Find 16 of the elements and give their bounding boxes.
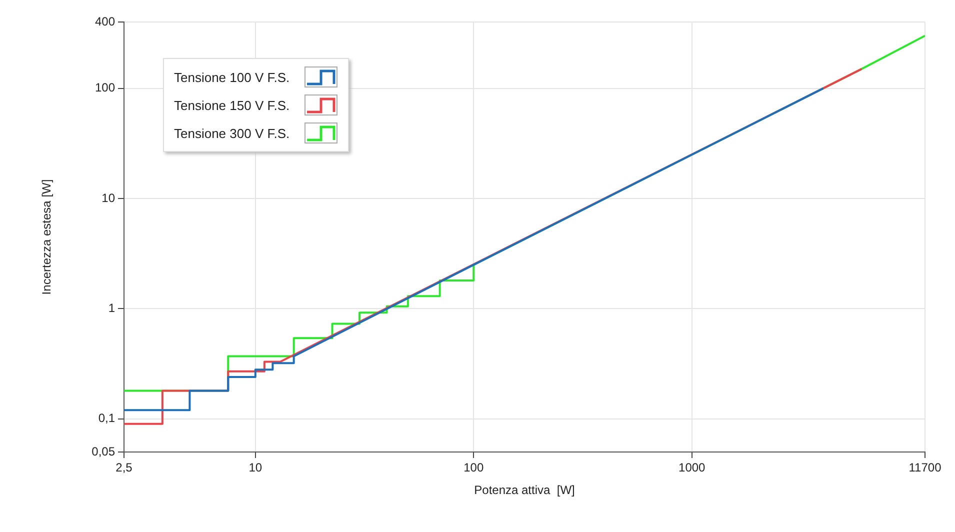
x-tick-label: 11700 [908, 460, 942, 475]
y-tick-label: 0,05 [92, 444, 116, 458]
x-tick-label: 1000 [678, 460, 706, 475]
y-tick-label: 100 [94, 80, 116, 95]
legend-label: Tensione 150 V F.S. [174, 98, 290, 112]
x-tick-label: 10 [248, 460, 262, 475]
legend-label: Tensione 300 V F.S. [174, 126, 290, 140]
y-tick-label: 0,1 [98, 411, 116, 426]
y-tick-label: 10 [102, 190, 116, 205]
x-axis-title: Potenza attiva [W] [474, 483, 575, 498]
legend-label: Tensione 100 V F.S. [174, 70, 290, 84]
x-tick-label: 2,5 [116, 460, 133, 475]
y-axis-title: Incertezza estesa [W] [40, 179, 54, 295]
y-tick-label: 400 [94, 14, 116, 28]
x-tick-label: 100 [464, 460, 484, 475]
y-tick-label: 1 [108, 300, 116, 315]
